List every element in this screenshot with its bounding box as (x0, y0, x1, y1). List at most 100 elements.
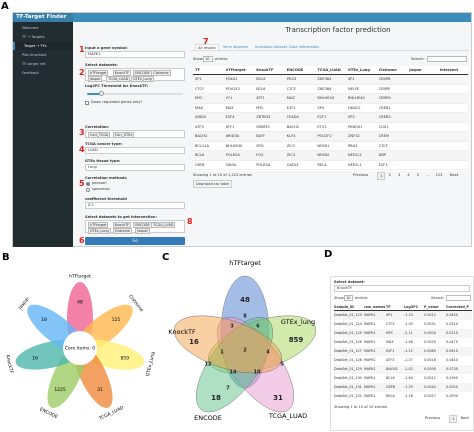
table-row (193, 84, 469, 94)
select-label: Select dataset: (334, 280, 365, 284)
table-cell: BHLHE40 (317, 96, 335, 100)
page-button[interactable]: 3 (398, 173, 401, 177)
table-cell: MYC (256, 105, 264, 110)
app-window: TF-Target Finder Welcome TF → Targets Targe… (12, 12, 472, 247)
table-cell: -1.29 (404, 385, 413, 389)
tab[interactable]: Data information (289, 45, 320, 49)
column-header: KnockTF (256, 68, 274, 72)
page-button[interactable]: Next (460, 416, 469, 420)
region-count: 2 (243, 348, 247, 354)
radio-label: pearson (92, 181, 107, 185)
table-cell: 0.0210 (446, 331, 458, 335)
tab[interactable]: Venn diagram (223, 45, 249, 49)
menu-item[interactable]: Plot-Knockout (22, 53, 47, 57)
page-button[interactable]: Previous (425, 416, 441, 420)
chip[interactable]: Cistrome (112, 228, 132, 234)
page-button[interactable]: 5 (416, 173, 420, 177)
input-box[interactable]: LUAD (85, 147, 185, 154)
search-box[interactable] (446, 295, 471, 301)
table-cell: 0.0018 (424, 358, 436, 362)
column-header: Intersect (439, 68, 459, 72)
table-cell: 0.0610 (446, 349, 458, 353)
table-cell: DataSet_01_130 (334, 376, 362, 380)
tab[interactable]: All results (195, 44, 219, 51)
table-cell: 0.0020 (424, 340, 436, 344)
column-header: Jaspar (409, 68, 422, 72)
radio[interactable] (86, 188, 90, 192)
chip[interactable]: ENCODE (133, 222, 152, 228)
page-button[interactable]: 1 (449, 415, 458, 423)
download-button[interactable]: Download csv table (193, 180, 233, 188)
slider-handle[interactable] (99, 91, 104, 96)
table-cell: MAPK1 (364, 340, 376, 344)
table-cell: DataSet_01_125 (334, 331, 362, 335)
petal-count: 48 (77, 300, 83, 306)
table-cell: 0.0550 (446, 385, 458, 389)
table-cell: ATF3 (386, 358, 395, 362)
table-cell: POU2F2 (225, 86, 240, 91)
chip[interactable]: hTFtarget (88, 222, 109, 228)
set-label: KnockTF (168, 328, 196, 336)
chip[interactable]: Corr_GTEx (112, 132, 135, 138)
table-cell: TEAD4 (286, 115, 299, 119)
step-number: 8 (187, 217, 193, 226)
search-box[interactable] (427, 56, 467, 62)
menu-item[interactable]: Target → TFs (13, 42, 73, 50)
table-cell: CREB1 (378, 105, 391, 110)
checkbox[interactable] (85, 101, 89, 105)
chip[interactable]: KnockTF (112, 70, 132, 76)
go-button[interactable]: Go (85, 237, 185, 245)
entries-select[interactable]: 10 (203, 56, 213, 62)
table-cell: BCL6 (256, 77, 266, 81)
page-button[interactable]: 1 (377, 172, 386, 180)
select-box[interactable]: KnockTF (334, 285, 470, 292)
chip[interactable]: GTEx_Lung (88, 228, 111, 234)
table-cell: MAPK1 (364, 358, 376, 362)
table-cell: RELA (317, 162, 327, 167)
region-count: 859 (289, 336, 304, 344)
chip[interactable]: Jaspar (135, 228, 150, 234)
chip[interactable]: hTFtarget (88, 70, 109, 76)
menu-item[interactable]: TF-target net (22, 62, 46, 66)
table-cell: CREB3 (378, 115, 391, 119)
table-row (193, 113, 469, 123)
menu-item[interactable]: TF → Targets (22, 35, 45, 39)
table-cell: SIN3A (225, 162, 237, 167)
chip-box: Corr_TCGA Corr_GTEx (85, 130, 185, 138)
table-cell: YY1 (225, 96, 233, 100)
radio[interactable] (86, 182, 90, 186)
input-box[interactable]: MAPK1 (85, 51, 185, 58)
tab[interactable]: Individual dataset (255, 45, 288, 49)
chip[interactable]: TCGA_LUAD (106, 76, 131, 82)
page-button[interactable]: … (426, 173, 430, 177)
column-header: hTFtarget (225, 68, 246, 72)
page-button[interactable]: Previous (353, 173, 369, 177)
page-button[interactable]: Next (449, 173, 459, 177)
chip[interactable]: KnockTF (112, 222, 132, 228)
page-button[interactable]: 2 (388, 173, 391, 177)
app-header (13, 13, 471, 22)
chip[interactable]: Corr_TCGA (88, 132, 111, 138)
petal-count: 859 (121, 356, 130, 362)
menu-item[interactable]: Welcome (22, 26, 39, 30)
chip[interactable]: Jaspar (88, 76, 103, 82)
table-cell: KLF4 (286, 134, 296, 138)
chip[interactable]: Cistrome (151, 70, 171, 76)
table-cell: 0.0011 (424, 376, 436, 380)
page-button[interactable]: 123 (435, 173, 443, 177)
menu-item[interactable]: Feedback (22, 71, 40, 75)
table-cell: ZIC2 (286, 143, 296, 148)
table-cell: DataSet_01_126 (334, 340, 362, 344)
table-row (334, 356, 472, 365)
input-box[interactable]: Lung (85, 164, 185, 171)
table-row (334, 392, 472, 401)
chip[interactable]: ENCODE (133, 70, 152, 76)
entries-select[interactable]: 10 (344, 295, 353, 301)
region-count: 3 (230, 324, 234, 330)
chip[interactable]: TCGA_LUAD (151, 222, 176, 228)
data-window: Select dataset: KnockTF Show 10 entries Searc… (330, 276, 474, 431)
chip[interactable]: GTEx_Lung (131, 76, 154, 82)
input-box[interactable]: 0.2 (85, 202, 185, 209)
page-button[interactable]: 4 (407, 173, 410, 177)
table-cell: E2F1 (286, 105, 296, 110)
